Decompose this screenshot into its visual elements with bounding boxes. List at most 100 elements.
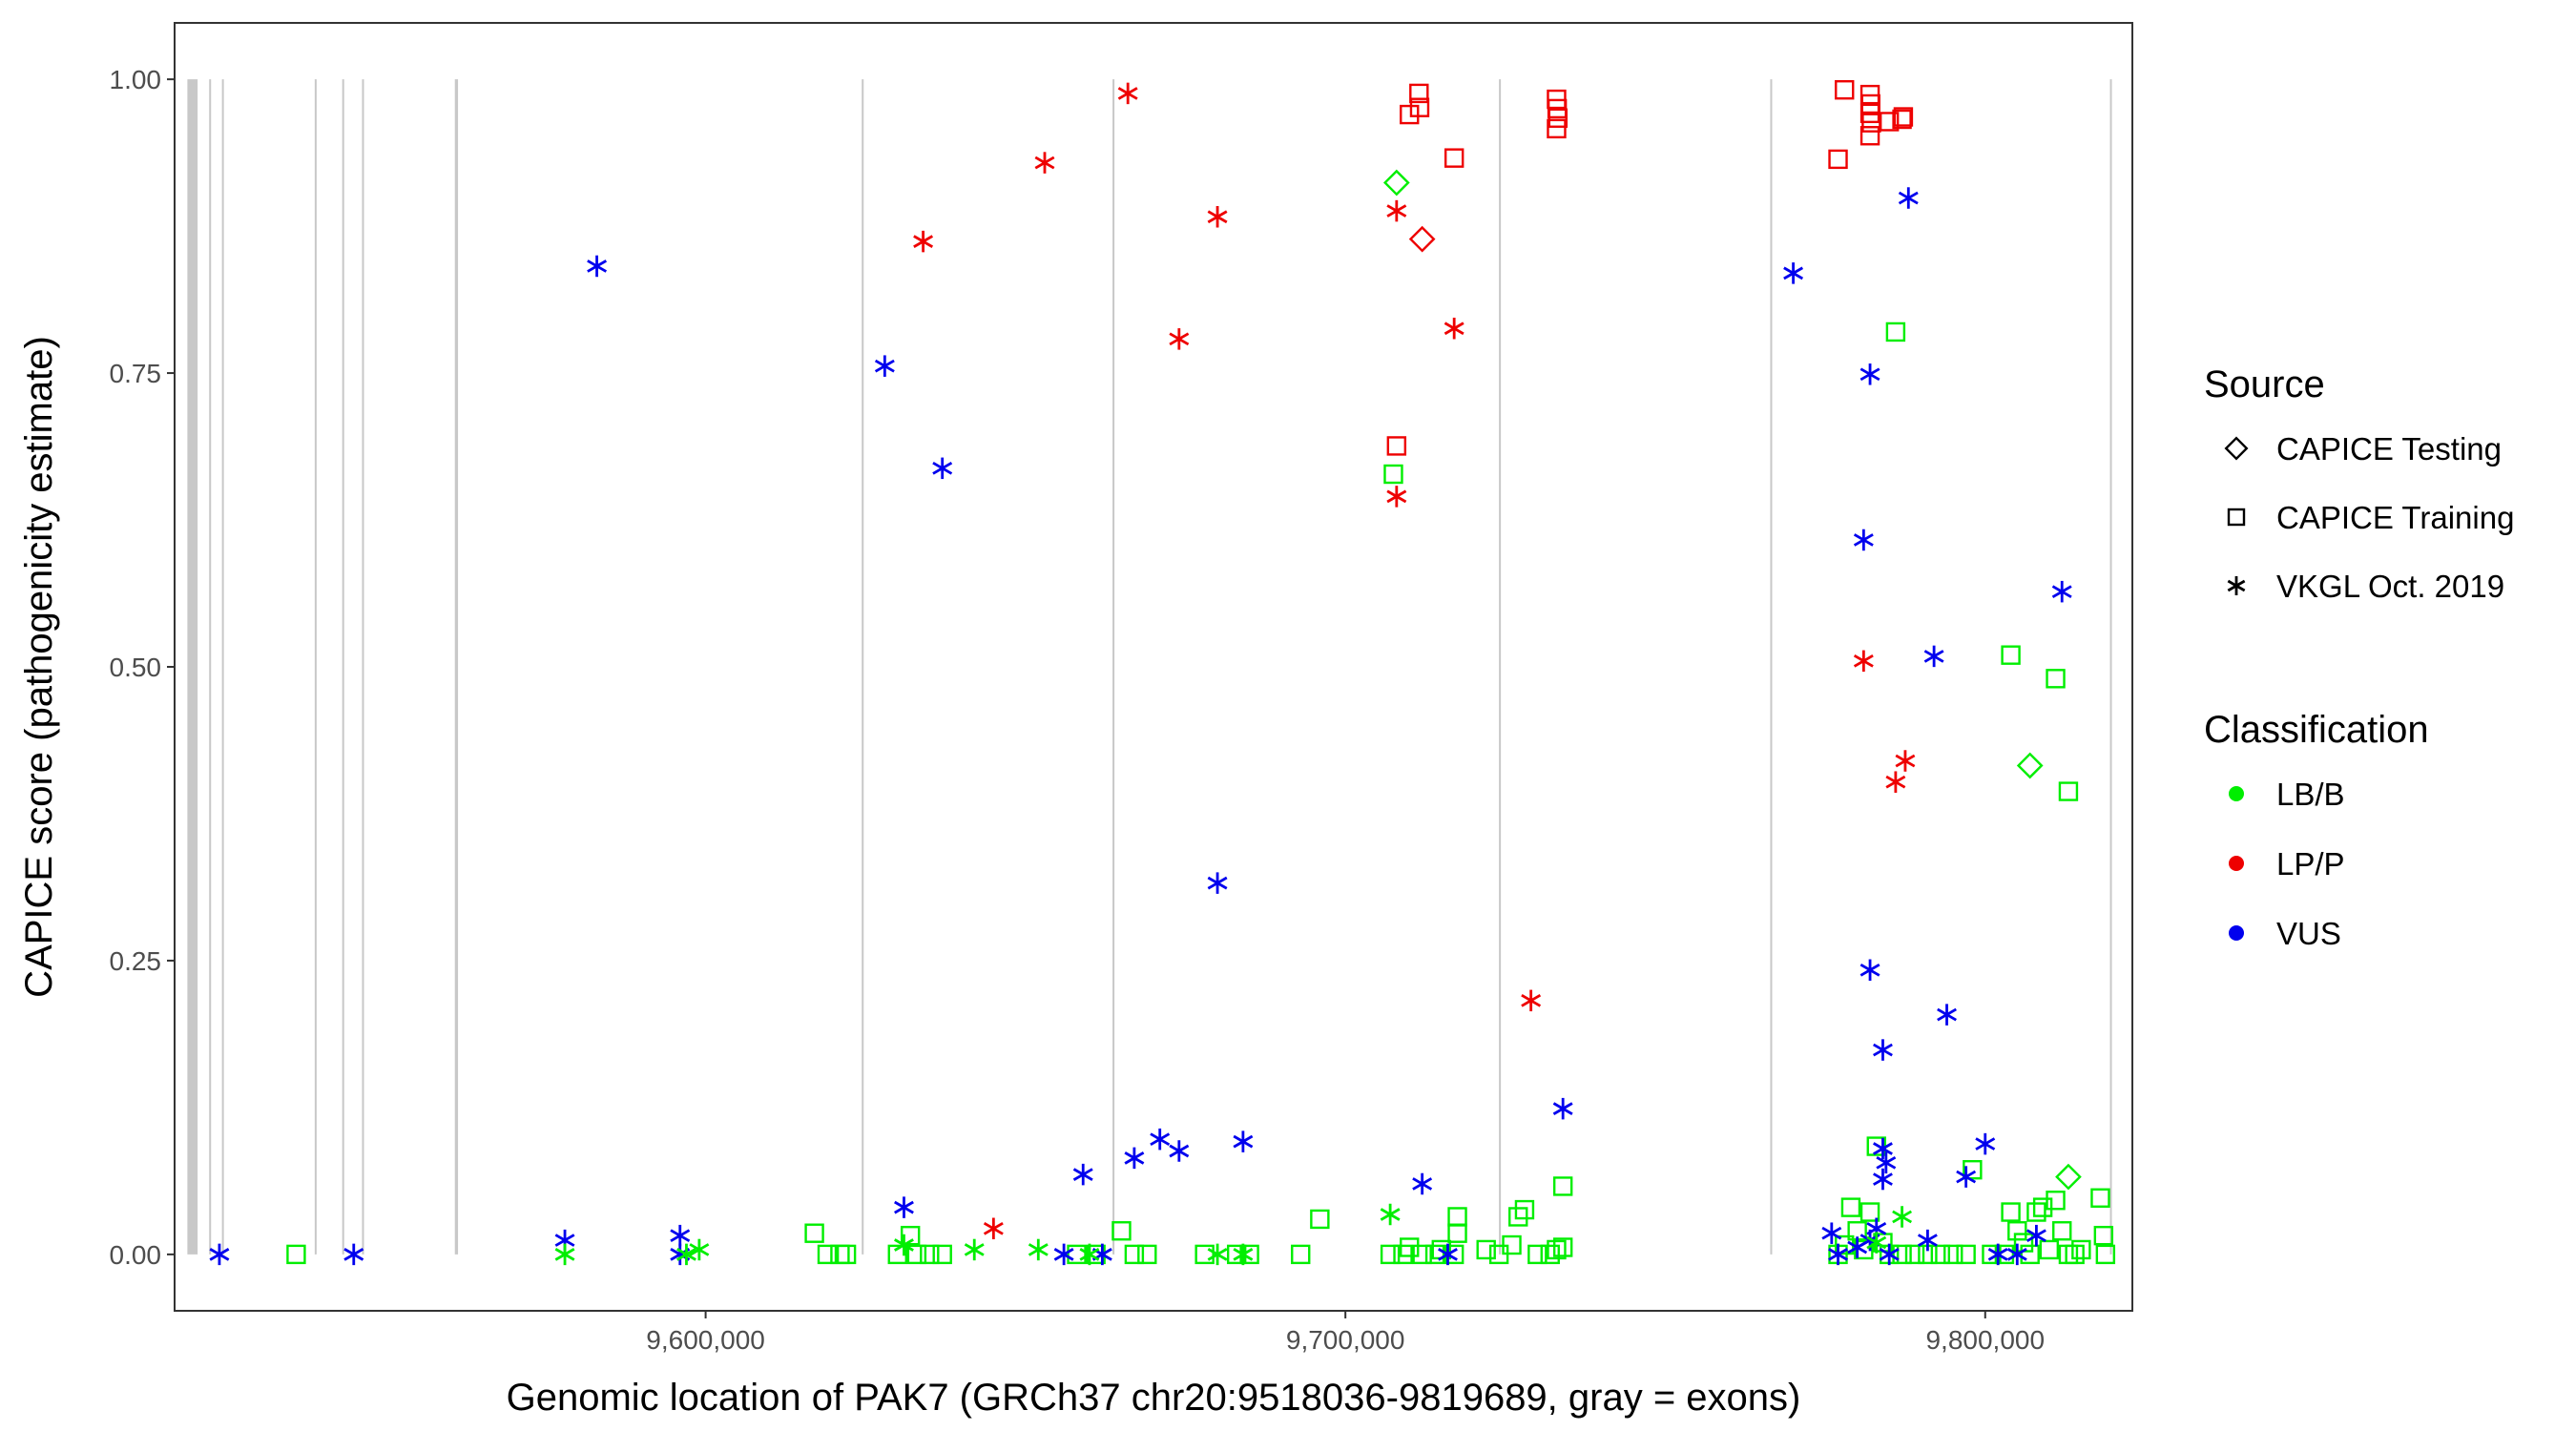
data-point xyxy=(1956,1244,1976,1265)
legend-label: CAPICE Testing xyxy=(2276,431,2502,467)
exon-band xyxy=(454,79,459,1255)
data-point xyxy=(1409,83,1429,104)
y-tick-label: 0.50 xyxy=(110,653,162,682)
data-point xyxy=(1207,872,1228,894)
data-point xyxy=(1476,1239,1496,1260)
data-point xyxy=(1892,109,1912,130)
data-point xyxy=(1207,1243,1228,1266)
legend-source-title: Source xyxy=(2204,363,2325,405)
data-point xyxy=(1291,1244,1311,1265)
data-point xyxy=(1835,80,1855,100)
data-point xyxy=(1876,1151,1897,1174)
data-point xyxy=(1866,1232,1887,1254)
data-point xyxy=(2051,580,2072,603)
data-point xyxy=(1552,1237,1573,1257)
data-point xyxy=(286,1244,306,1265)
exon-band xyxy=(1499,79,1502,1255)
data-point xyxy=(1169,1140,1190,1162)
data-point xyxy=(1853,529,1874,551)
data-point xyxy=(1963,1159,1983,1180)
exon-band xyxy=(2109,79,2112,1255)
data-point xyxy=(2046,1191,2066,1211)
y-tick-label: 0.75 xyxy=(110,359,162,388)
data-point xyxy=(817,1244,838,1265)
data-point xyxy=(1382,169,1410,197)
legend-key xyxy=(2224,436,2249,461)
legend-key xyxy=(2229,925,2244,941)
data-point xyxy=(1508,1207,1528,1227)
data-point xyxy=(2058,1244,2079,1265)
data-point xyxy=(1310,1209,1330,1230)
data-point xyxy=(887,1244,907,1265)
data-point xyxy=(836,1244,857,1265)
data-point xyxy=(2065,1244,2085,1265)
data-point xyxy=(932,457,953,480)
data-point xyxy=(2016,752,2044,779)
data-point xyxy=(1514,1199,1535,1220)
data-point xyxy=(2001,1202,2021,1222)
exon-band xyxy=(1770,79,1773,1255)
x-axis: 9,600,000 9,700,000 9,800,000 xyxy=(646,1311,2045,1355)
data-point xyxy=(2026,1202,2046,1222)
exon-band xyxy=(221,79,224,1255)
data-point xyxy=(1547,118,1567,139)
y-tick-label: 0.00 xyxy=(110,1240,162,1270)
data-point xyxy=(1783,262,1804,284)
data-point xyxy=(1207,205,1228,228)
data-point xyxy=(2006,1243,2027,1266)
data-point xyxy=(804,1223,824,1243)
data-point xyxy=(1548,108,1568,128)
data-point xyxy=(1547,1239,1567,1260)
data-point xyxy=(874,355,895,377)
data-point xyxy=(2058,781,2079,801)
data-point xyxy=(1893,107,1914,127)
data-point xyxy=(983,1217,1004,1240)
data-point xyxy=(2046,669,2066,689)
exon-band xyxy=(209,79,212,1255)
data-point xyxy=(1879,112,1900,132)
data-point xyxy=(2007,1221,2027,1241)
data-point xyxy=(343,1243,364,1266)
data-point xyxy=(1412,1172,1433,1195)
data-point xyxy=(1527,1244,1548,1265)
data-point xyxy=(2093,1225,2114,1246)
data-point xyxy=(676,1243,696,1266)
data-point xyxy=(894,1234,914,1256)
data-point xyxy=(2032,1197,2053,1217)
legend-key xyxy=(2229,856,2244,871)
data-point xyxy=(1195,1244,1215,1265)
data-point xyxy=(1540,1244,1560,1265)
data-point xyxy=(2055,1163,2082,1191)
data-point xyxy=(1053,1243,1074,1266)
legend-label: LP/P xyxy=(2276,846,2345,881)
y-axis-title: CAPICE score (pathogenicity estimate) xyxy=(18,336,60,998)
data-point xyxy=(1859,363,1880,385)
legend-classification-items: LB/B LP/P VUS xyxy=(2229,777,2345,951)
legend-label: LB/B xyxy=(2276,777,2345,812)
legend-label: VKGL Oct. 2019 xyxy=(2276,569,2504,604)
data-point xyxy=(670,1224,691,1247)
data-point xyxy=(2020,1244,2040,1265)
data-point xyxy=(1930,1244,1951,1265)
data-point xyxy=(1828,1243,1848,1266)
data-point xyxy=(1956,1166,1977,1188)
data-point xyxy=(1034,152,1055,174)
data-point xyxy=(1923,645,1944,668)
data-point xyxy=(1028,1238,1049,1261)
data-point xyxy=(2095,1244,2116,1265)
data-point xyxy=(2025,1224,2046,1247)
data-point xyxy=(587,255,608,278)
data-point xyxy=(1380,1203,1401,1226)
y-axis: 0.00 0.25 0.50 0.75 1.00 xyxy=(110,65,175,1270)
data-point xyxy=(1079,1243,1100,1266)
data-point xyxy=(1117,82,1138,105)
data-point xyxy=(1943,1244,1963,1265)
legend: Source CAPICE Testing CAPICE Training VKGL… xyxy=(2204,363,2514,951)
exon-band xyxy=(1112,79,1115,1255)
data-point xyxy=(1521,989,1542,1012)
legend-label: CAPICE Training xyxy=(2276,500,2514,535)
legend-classification-title: Classification xyxy=(2204,709,2429,751)
legend-key xyxy=(2227,508,2246,527)
data-point xyxy=(1233,1243,1254,1266)
data-point xyxy=(1444,318,1465,340)
